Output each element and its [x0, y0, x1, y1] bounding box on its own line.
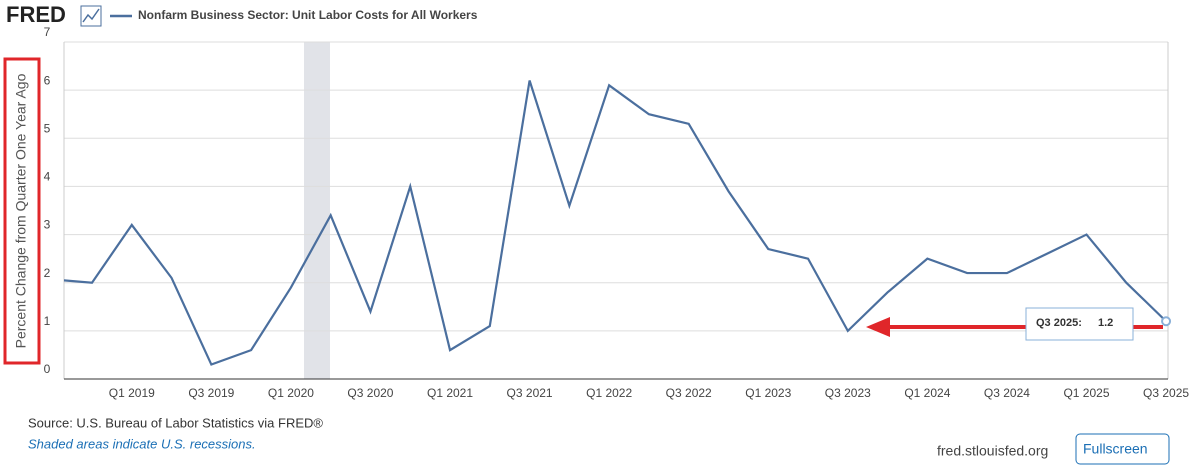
tooltip-label: Q3 2025: [1036, 317, 1082, 329]
fullscreen-label[interactable]: Fullscreen [1083, 441, 1148, 457]
x-tick-label: Q1 2020 [268, 386, 314, 400]
y-tick-label: 2 [44, 266, 51, 280]
hover-point [1161, 316, 1172, 327]
x-tick-label: Q1 2023 [745, 386, 791, 400]
x-tick-label: Q3 2019 [188, 386, 234, 400]
data-line [64, 80, 1167, 366]
x-tick-label: Q3 2021 [507, 386, 553, 400]
site-url: fred.stlouisfed.org [937, 443, 1048, 459]
logo-icon [80, 5, 102, 27]
annotation-arrowhead [866, 317, 890, 337]
y-tick-label: 0 [44, 362, 51, 376]
x-tick-label: Q3 2022 [666, 386, 712, 400]
note: Shaded areas indicate U.S. recessions. [28, 436, 256, 451]
x-tick-label: Q3 2020 [347, 386, 393, 400]
x-tick-label: Q1 2019 [109, 386, 155, 400]
legend-label: Nonfarm Business Sector: Unit Labor Cost… [138, 8, 478, 22]
x-tick-label: Q1 2021 [427, 386, 473, 400]
x-tick-label: Q3 2024 [984, 386, 1030, 400]
x-tick-label: Q1 2025 [1063, 386, 1109, 400]
x-tick-label: Q3 2023 [825, 386, 871, 400]
highlight-box [3, 57, 41, 365]
x-tick-label: Q3 2025 [1143, 386, 1189, 400]
y-tick-label: 4 [44, 170, 51, 184]
y-tick-label: 6 [44, 73, 51, 87]
tooltip-value: 1.2 [1098, 317, 1113, 329]
fullscreen-button[interactable] [1075, 433, 1170, 465]
y-tick-label: 7 [44, 25, 51, 39]
recession-shade [304, 42, 330, 379]
y-tick-label: 3 [44, 218, 51, 232]
logo-icon-line [82, 8, 100, 23]
x-tick-label: Q1 2024 [904, 386, 950, 400]
y-axis-label: Percent Change from Quarter One Year Ago [13, 73, 29, 348]
y-tick-label: 5 [44, 121, 51, 135]
brand: FRED [6, 2, 66, 27]
tooltip [1025, 307, 1134, 341]
x-tick-label: Q1 2022 [586, 386, 632, 400]
source: Source: U.S. Bureau of Labor Statistics … [28, 415, 323, 430]
y-tick-label: 1 [44, 314, 51, 328]
